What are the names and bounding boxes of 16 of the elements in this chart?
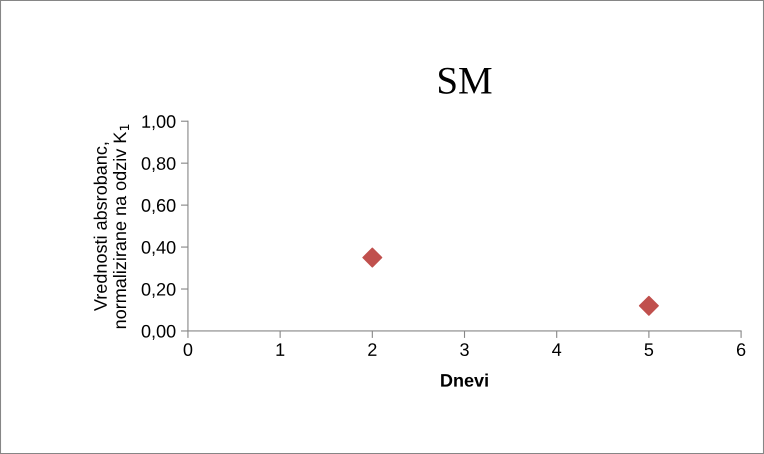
x-tick-label: 5 (644, 343, 654, 356)
y-tick-label: 0,60 (142, 199, 176, 214)
x-tick-label: 1 (276, 343, 284, 356)
y-tick-label: 0,80 (142, 157, 176, 172)
x-tick-label: 2 (368, 343, 376, 356)
y-tick-label: 0,00 (142, 324, 176, 340)
x-tick-label: 0 (184, 343, 192, 356)
y-axis-title: Vrednosti absrobanc, normalizirane na odziv K$_{1}$ (94, 124, 130, 328)
x-tick-label: 3 (460, 343, 469, 356)
x-axis-title: Dnevi (441, 373, 488, 387)
y-tick-label: 1,00 (142, 115, 176, 130)
y-tick-label: 0,40 (142, 241, 176, 256)
x-tick-label: 4 (552, 343, 562, 356)
x-tick-label: 6 (736, 343, 746, 356)
y-tick-label: 0,20 (142, 282, 176, 298)
chart-title: SM (439, 68, 492, 94)
